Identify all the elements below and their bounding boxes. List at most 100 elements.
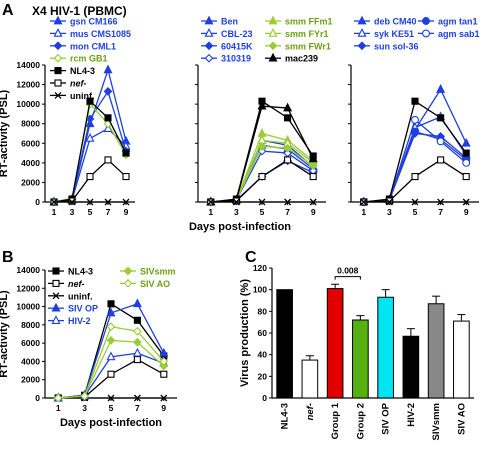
x-tick-label: 9 [161,403,166,413]
bar-siv-op [377,296,394,399]
point-nl4-3 [462,149,470,157]
point-uninf [411,198,419,206]
legend-label-smm-ffm1: smm FFm1 [285,17,333,27]
point-smm-fwr1 [257,141,267,151]
point-uninf [86,198,94,206]
significance-p-value: 0.008 [337,266,359,276]
y-tick-label: 2000 [21,177,40,187]
legend-label-rcm-gb1: rcm GB1 [70,54,108,64]
legend-marker-sun-sol-36 [357,41,367,51]
legend-label-agm-sab1: agm sab1 [438,29,480,39]
point-siv-ao [53,393,63,403]
legend-label-ben: Ben [221,17,238,27]
point-mac239 [283,102,293,112]
legend-label-smm-fwr1: smm FWr1 [285,41,331,51]
x-tick-label: 5 [88,207,93,217]
bar-group-1 [326,288,344,399]
legend-marker-siv-ao [123,279,133,288]
x-tick-label-group-2: Group 2 [355,403,366,439]
series-line-nef [58,358,165,399]
point-siv-op [132,298,142,308]
y-tick-label: 4000 [21,356,40,366]
legend-label-60415k: 60415K [221,41,253,51]
y-tick-label: 2000 [21,375,40,385]
legend-marker-siv-op [51,302,61,312]
x-axis-label: Days post-infection [60,417,162,429]
legend-label-uninf: uninf. [70,91,95,101]
x-tick-label-siv-op: SIV OP [381,402,392,434]
x-tick-label: 1 [208,207,213,217]
point-uninf [107,394,115,402]
bar-nl4-3 [276,289,293,399]
y-tick-label: 8000 [21,320,40,330]
legend-marker-rcm-gb1 [53,53,63,63]
point-nef [86,173,94,181]
legend-marker-nef [52,279,60,287]
y-tick-label: 8000 [21,119,40,129]
point-uninf [385,198,393,206]
bar-sivsmm [427,303,445,399]
point-sivsmm [106,336,116,345]
chart-b: 1 3 5 7 9 0 2000 4000 6000 8000 10000 12000 14000 RT-… [0,265,177,429]
y-tick-label: 0 [35,393,40,403]
x-tick-label: 1 [361,207,366,217]
y-tick-label: 12000 [16,283,40,293]
legend-label-deb-cm40: deb CM40 [374,17,417,27]
legend-marker-smm-fwr1 [268,41,278,51]
chart-a2: 1 3 5 7 9 Days post-infection Ben CBL-23 60415K 3… [189,15,333,233]
x-tick-label: 7 [135,403,140,413]
point-siv-ao [133,326,142,336]
point-nl4-3 [133,316,141,324]
point-nef [411,173,419,181]
series-line-sivsmm [58,339,165,399]
legend-label-cbl-23: CBL-23 [221,29,253,39]
legend-marker-uninf [54,91,62,99]
point-agm-sab1 [462,158,471,167]
legend-label-mac239: mac239 [285,54,318,64]
legend-marker-deb-cm40 [357,15,367,25]
legend-label-gsn-cm166: gsn CM166 [70,17,118,27]
x-tick-label: 5 [260,207,265,217]
legend-label-310319: 310319 [221,54,251,64]
legend-marker-nl4-3 [52,267,60,275]
legend-marker-gsn-cm166 [53,15,63,25]
legend-marker-60415k [204,41,214,51]
y-tick-label: 100 [253,285,267,295]
y-axis-label: Virus production (%) [239,279,251,387]
legend-marker-mac239 [268,52,278,62]
point-uninf [122,198,130,206]
point-nl4-3 [437,114,445,122]
legend-label-nl4-3: NL4-3 [68,267,93,277]
legend-marker-nef [54,79,62,87]
y-tick-label: 60 [258,328,268,338]
y-axis-label: RT-activity (PSL) [0,89,10,177]
legend-marker-mon-cml1 [53,41,63,51]
x-tick-label-siv-ao: SIV AO [456,403,467,435]
panel-label-a: A [2,2,14,19]
point-nl4-3 [107,300,115,308]
point-deb-cm40 [461,137,471,147]
legend-label-siv-op: SIV OP [68,304,98,314]
point-nl4-3 [411,97,419,105]
y-tick-label: 6000 [21,138,40,148]
point-siv-ao [159,357,169,366]
x-tick-label: 1 [52,207,57,217]
point-nef [68,197,76,205]
point-uninf [160,394,168,402]
legend-label-syk-ke51: syk KE51 [374,29,414,39]
legend-marker-ben [204,15,214,25]
point-agm-sab1 [436,137,445,146]
point-nef [122,173,130,181]
point-agm-sab1 [411,115,419,124]
bar-group-2 [352,319,369,399]
point-deb-cm40 [436,84,446,93]
y-tick-label: 40 [258,350,268,360]
legend-marker-syk-ke51 [357,27,367,37]
chart-a1: 1 3 5 7 9 0 2000 4000 6000 8000 10000 12000 14000 RT-… [0,15,135,217]
x-tick-label: 3 [70,207,75,217]
point-nef [284,156,292,164]
y-tick-label: 12000 [16,80,40,90]
legend-label-sivsmm: SIVsmm [140,267,176,277]
legend-label-sun-sol-36: sun sol-36 [374,41,419,51]
